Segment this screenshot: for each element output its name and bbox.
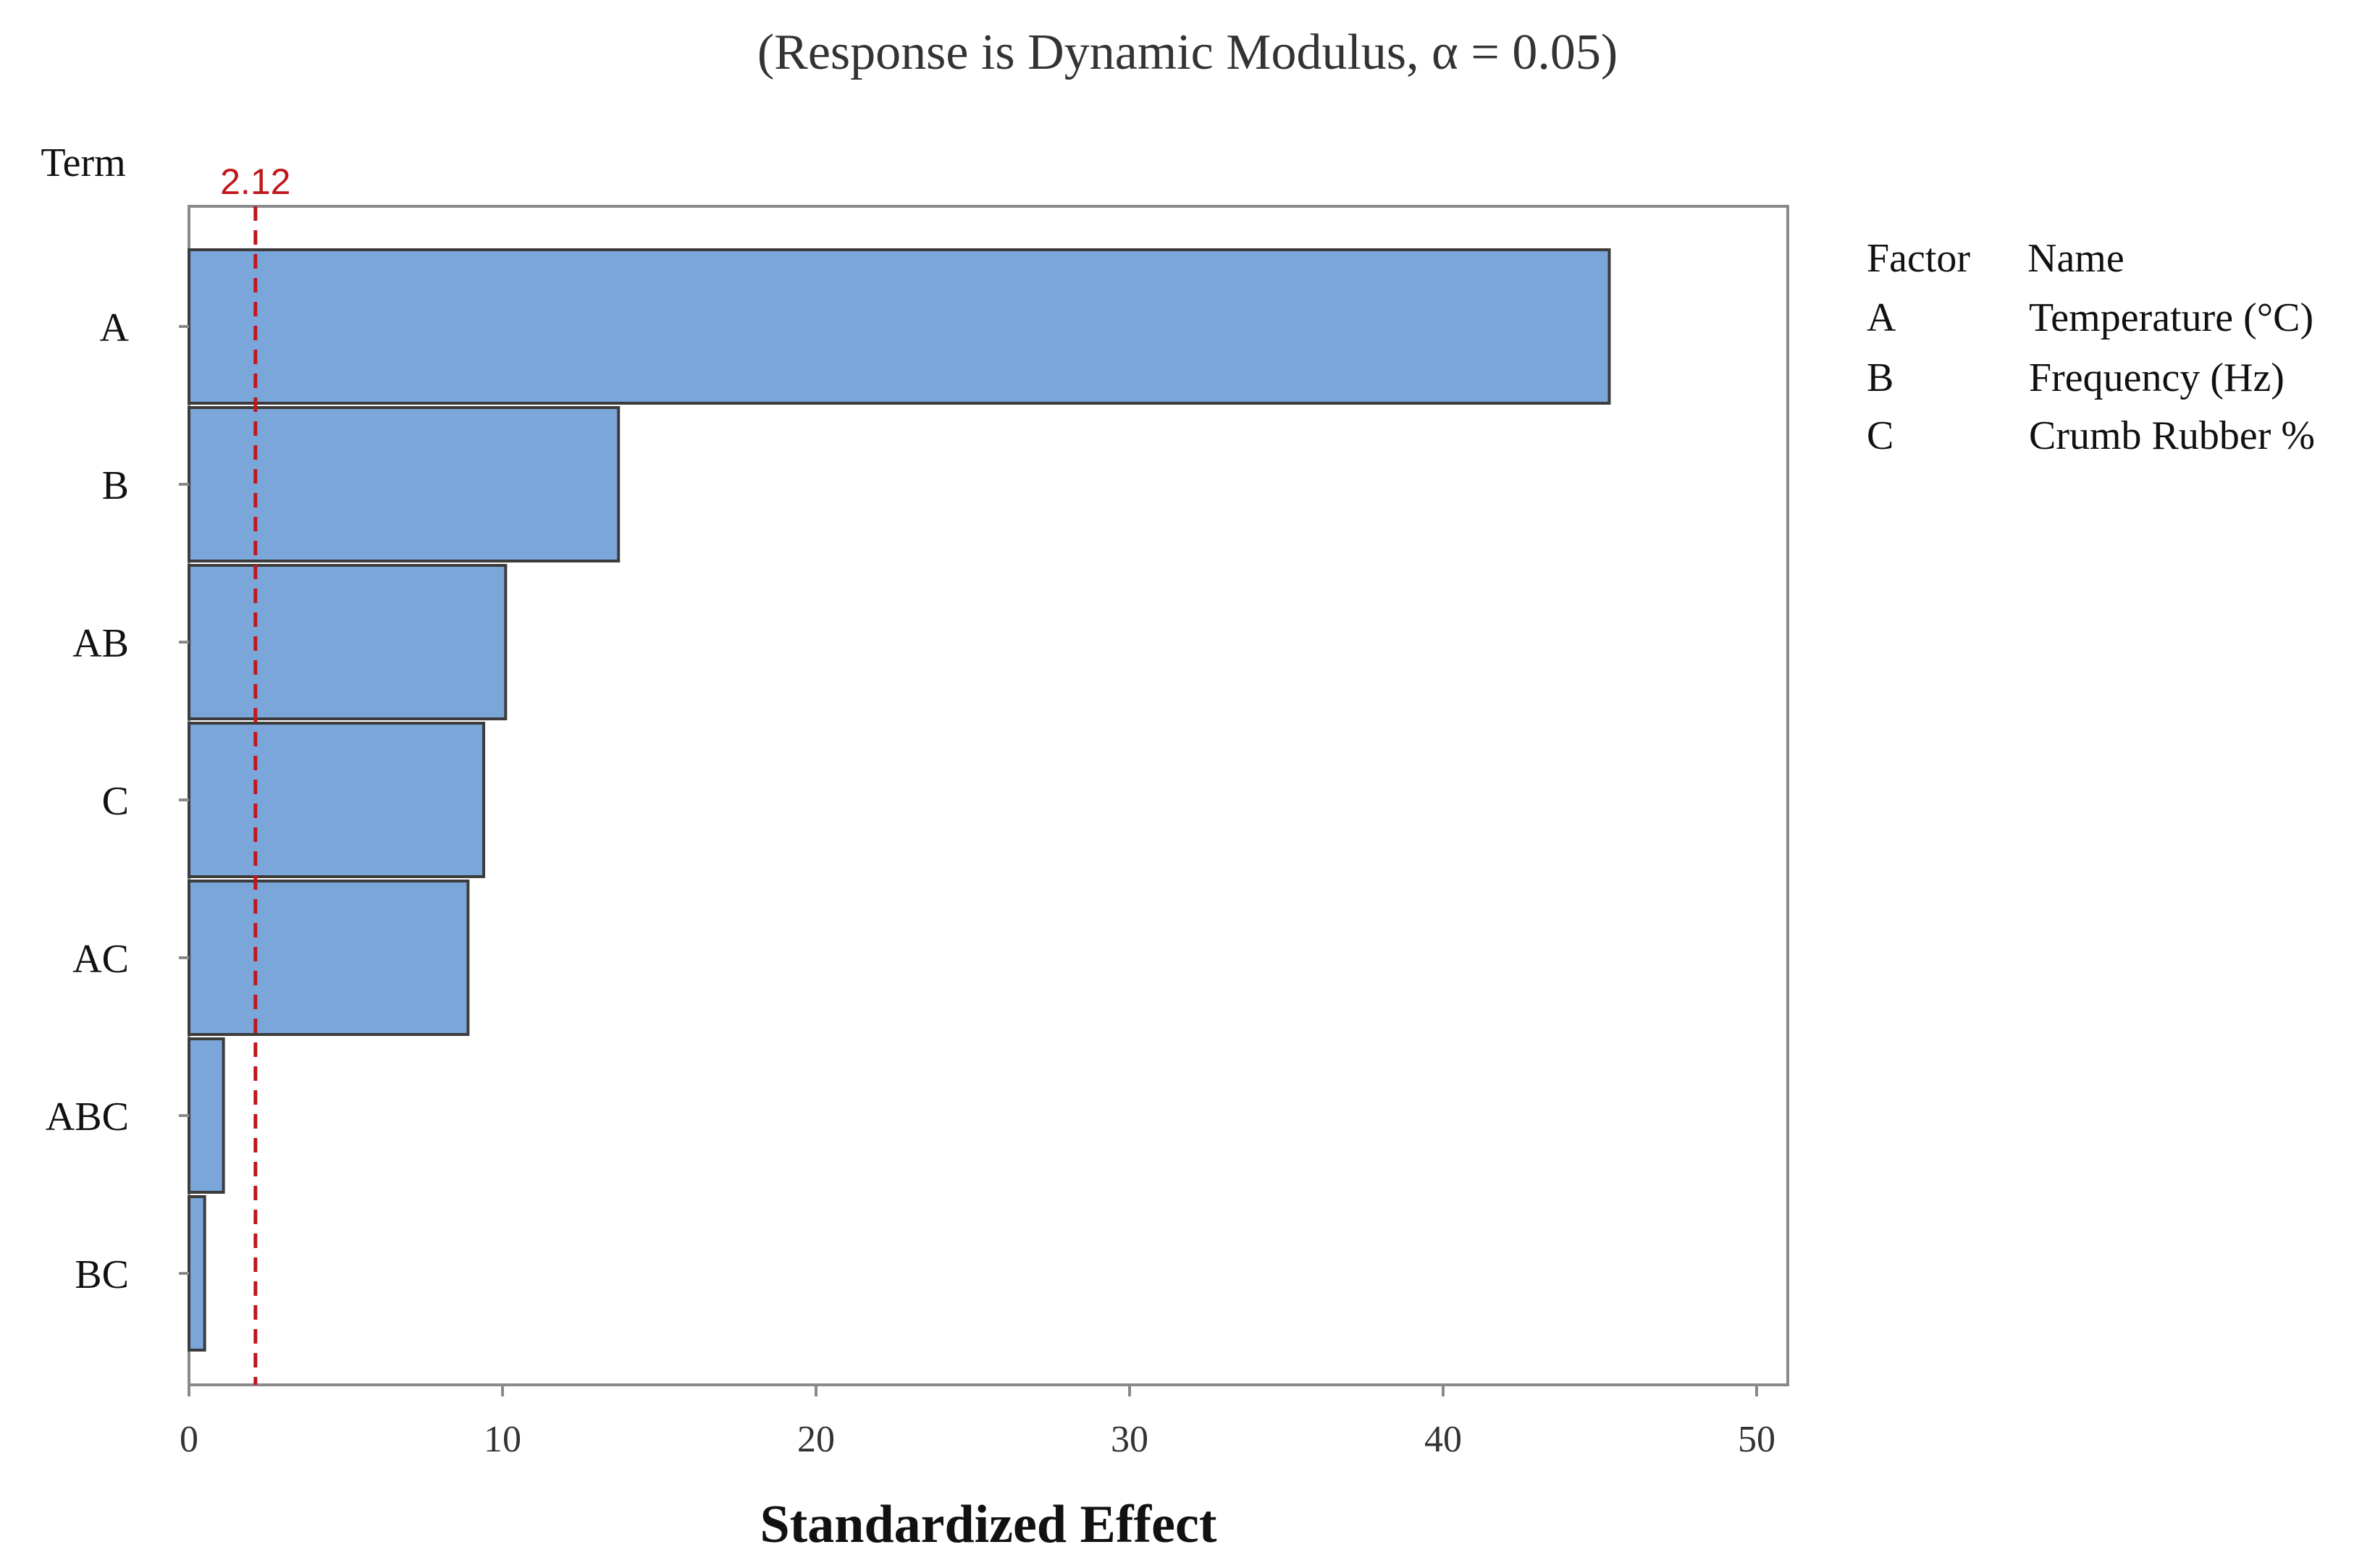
x-tick-label-20: 20 xyxy=(797,1419,835,1460)
factor-legend: Factor Name A Temperature (°C) B Frequen… xyxy=(1867,236,2315,458)
legend-header-name: Name xyxy=(2027,236,2124,281)
y-tick-label-b: B xyxy=(102,463,129,508)
y-axis-title: Term xyxy=(41,140,125,185)
legend-name-b: Frequency (Hz) xyxy=(2029,355,2284,400)
x-axis-title: Standardized Effect xyxy=(760,1495,1217,1554)
x-tick-label-0: 0 xyxy=(180,1419,198,1460)
chart-subtitle: (Response is Dynamic Modulus, α = 0.05) xyxy=(757,25,1618,80)
reference-line-layer: 2.12 xyxy=(220,161,290,1385)
y-tick-label-c: C xyxy=(102,779,129,824)
y-tick-label-a: A xyxy=(100,305,130,350)
legend-header-factor: Factor xyxy=(1867,236,1970,281)
y-tick-label-ac: AC xyxy=(72,937,129,982)
bar-ab xyxy=(188,564,508,720)
bar-b xyxy=(188,406,621,562)
bar-abc xyxy=(188,1037,225,1194)
y-tick-label-bc: BC xyxy=(75,1252,129,1297)
legend-name-c: Crumb Rubber % xyxy=(2029,413,2315,458)
x-tick-label-40: 40 xyxy=(1424,1419,1462,1460)
x-tick-label-50: 50 xyxy=(1738,1419,1775,1460)
bar-bc xyxy=(188,1195,206,1352)
y-tick-label-abc: ABC xyxy=(46,1095,129,1139)
bars-layer xyxy=(188,248,1611,1352)
legend-name-a: Temperature (°C) xyxy=(2029,295,2313,340)
legend-factor-a: A xyxy=(1867,295,1896,340)
legend-factor-c: C xyxy=(1867,413,1893,458)
reference-line-label: 2.12 xyxy=(220,161,290,202)
x-tick-label-10: 10 xyxy=(484,1419,521,1460)
bar-c xyxy=(188,722,486,878)
bar-ac xyxy=(188,880,470,1036)
x-tick-label-30: 30 xyxy=(1111,1419,1148,1460)
bar-a xyxy=(188,248,1611,405)
legend-factor-b: B xyxy=(1867,355,1893,400)
y-tick-label-ab: AB xyxy=(72,621,129,666)
x-axis: 0 10 20 30 40 50 xyxy=(180,1385,1775,1460)
